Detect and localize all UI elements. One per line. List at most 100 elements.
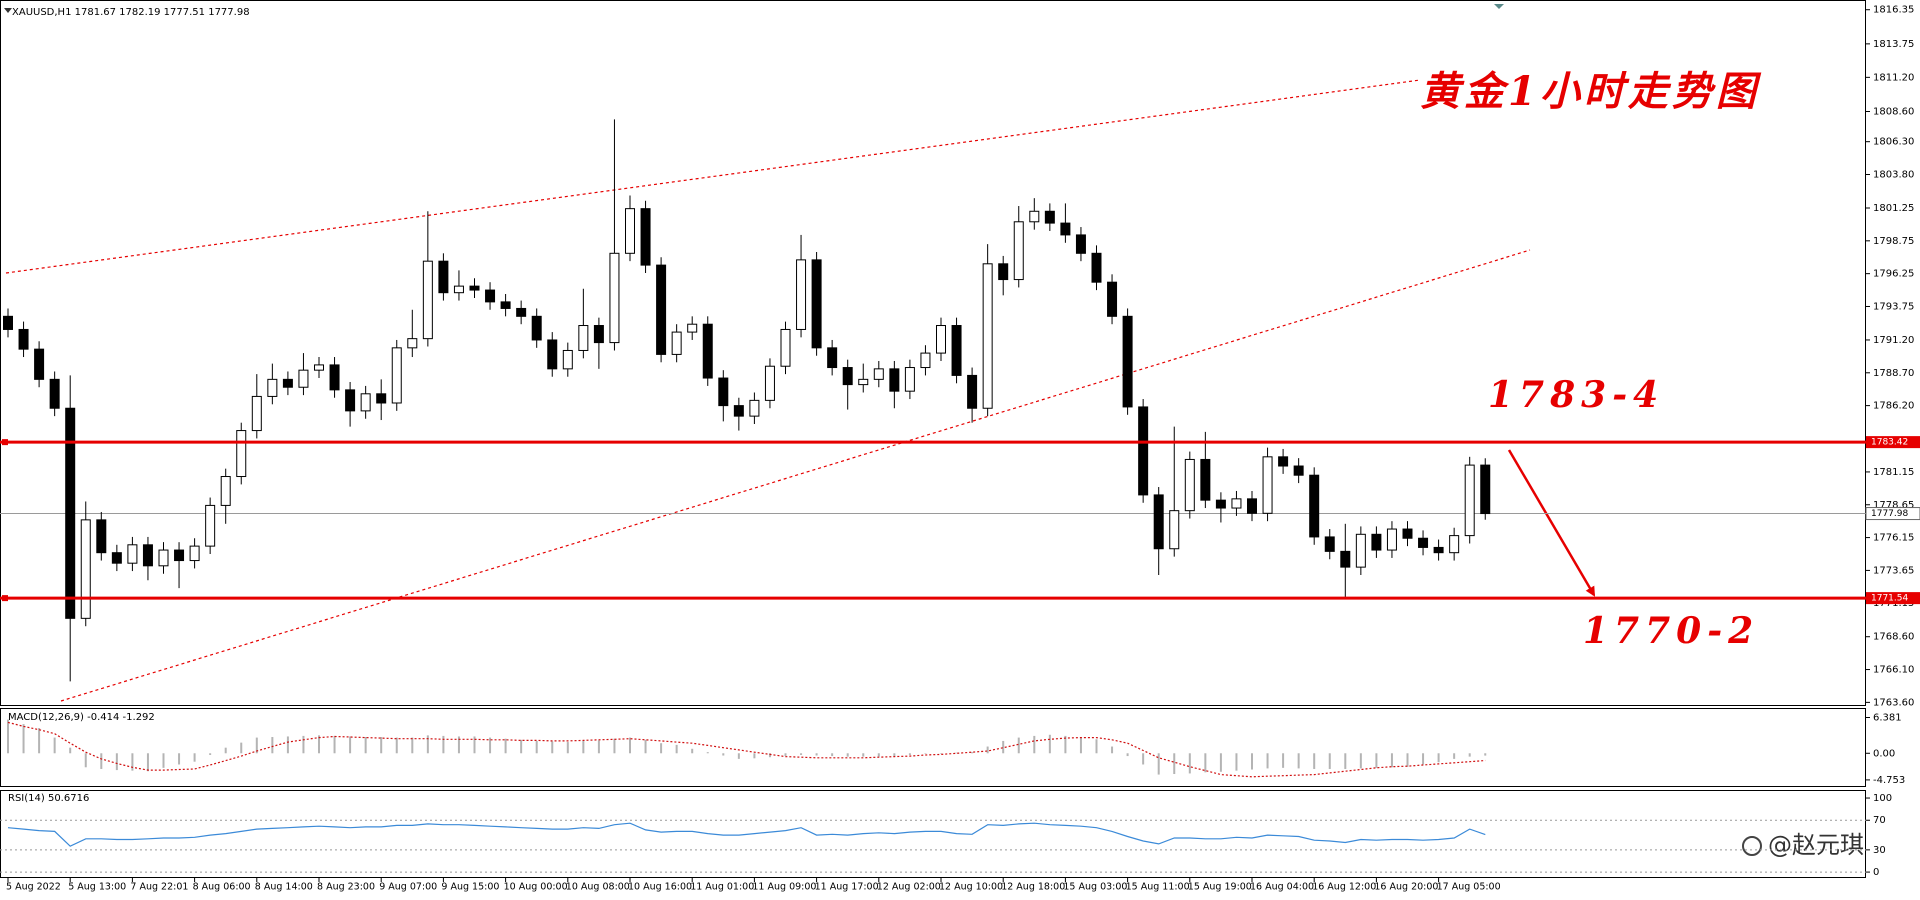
macd-bar <box>504 738 507 754</box>
macd-bar <box>38 728 41 754</box>
macd-bar <box>1095 739 1098 754</box>
macd-bar <box>831 753 834 757</box>
macd-bar <box>1297 753 1300 769</box>
macd-bar <box>7 719 9 754</box>
candle-body <box>360 393 371 412</box>
price-level-tag <box>1866 592 1920 605</box>
candle-body <box>438 260 449 294</box>
y-tick-label: 70 <box>1873 815 1886 826</box>
main-panel-frame <box>0 0 1866 706</box>
candle-body <box>205 504 216 547</box>
watermark: @赵元琪 <box>1742 831 1864 859</box>
x-tick-label: 9 Aug 07:00 <box>379 882 437 893</box>
macd-bar <box>302 735 305 754</box>
x-tick-label: 11 Aug 01:00 <box>690 882 754 893</box>
macd-bar <box>1313 753 1316 769</box>
macd-bar <box>675 744 678 754</box>
y-tick-label: 100 <box>1873 793 1892 804</box>
y-tick-label: 1796.25 <box>1873 269 1914 280</box>
x-tick-label: 10 Aug 16:00 <box>628 882 692 893</box>
x-tick-label: 8 Aug 23:00 <box>317 882 375 893</box>
macd-bar <box>940 753 942 754</box>
macd-bar <box>862 753 865 757</box>
candle-body <box>111 552 122 564</box>
macd-bar <box>924 753 927 754</box>
x-tick-label: 12 Aug 10:00 <box>939 882 1003 893</box>
macd-bar <box>893 753 896 757</box>
macd-bar <box>209 753 212 755</box>
macd-bar <box>69 747 72 754</box>
macd-bar <box>737 753 740 759</box>
trend-line-lower <box>60 249 1531 702</box>
macd-bar <box>364 737 367 754</box>
y-tick-label: 1778.65 <box>1873 500 1914 511</box>
candle-body <box>18 328 29 350</box>
y-tick-label: 1793.75 <box>1873 301 1914 312</box>
x-tick-label: 11 Aug 09:00 <box>752 882 816 893</box>
shift-marker <box>1494 4 1504 9</box>
candle-body <box>1060 222 1071 236</box>
candle-body <box>485 289 496 303</box>
symbol-menu-icon[interactable] <box>4 8 12 13</box>
macd-bar <box>318 735 320 754</box>
candle-body <box>314 364 324 371</box>
macd-bar <box>1344 753 1347 769</box>
macd-bar <box>1266 753 1269 769</box>
macd-bar <box>53 737 56 754</box>
macd-bar <box>1437 753 1440 763</box>
macd-bar <box>955 752 958 754</box>
macd-bar <box>582 740 585 754</box>
candle-body <box>811 259 822 349</box>
macd-bar <box>84 753 87 768</box>
x-tick-label: 9 Aug 15:00 <box>441 882 499 893</box>
candle-body <box>1262 456 1273 514</box>
price-level-tag <box>1866 436 1920 449</box>
macd-bar <box>613 738 616 754</box>
x-tick-label: 16 Aug 12:00 <box>1312 882 1376 893</box>
rsi-panel-frame <box>0 790 1866 878</box>
candle-body <box>1044 210 1055 224</box>
candle-body <box>282 378 293 388</box>
price-level-handle <box>2 595 8 602</box>
y-tick-label: 1763.60 <box>1873 697 1914 708</box>
macd-bar <box>1079 737 1082 754</box>
candle-body <box>1418 537 1429 548</box>
macd-bar <box>193 753 196 762</box>
trend-line-upper <box>5 79 1421 274</box>
x-tick-label: 15 Aug 11:00 <box>1126 882 1190 893</box>
candle-body <box>1122 315 1133 408</box>
macd-bar <box>271 737 274 754</box>
candle-body <box>1215 499 1226 509</box>
annotation: 1770-2 <box>1583 610 1759 652</box>
x-tick-label: 7 Aug 22:01 <box>130 882 188 893</box>
y-tick-label: 1766.10 <box>1873 665 1914 676</box>
candle-body <box>1355 533 1366 568</box>
macd-bar <box>1484 753 1487 756</box>
x-tick-label: 16 Aug 20:00 <box>1374 882 1438 893</box>
rsi-label: RSI(14) 50.6716 <box>8 793 89 804</box>
candle-body <box>578 325 589 351</box>
candle-body <box>1138 406 1149 496</box>
candle-body <box>780 328 791 367</box>
candle-body <box>593 325 604 344</box>
macd-bar <box>1328 753 1331 769</box>
macd-bar <box>1453 753 1456 759</box>
y-tick-label: 6.381 <box>1873 713 1902 724</box>
macd-signal <box>7 721 1486 778</box>
macd-bar <box>1251 753 1253 770</box>
macd-label: MACD(12,26,9) -0.414 -1.292 <box>8 712 155 723</box>
macd-bar <box>255 737 258 754</box>
candle-body <box>998 263 1009 281</box>
candle-body <box>827 347 838 369</box>
macd-bar <box>1142 753 1145 765</box>
macd-bar <box>131 753 134 771</box>
candle-body <box>1091 252 1102 283</box>
candle-body <box>1075 234 1086 254</box>
macd-bar <box>706 752 709 754</box>
candle-body <box>49 378 60 409</box>
macd-bar <box>815 753 818 756</box>
macd-bar <box>846 753 849 757</box>
y-tick-label: 0.00 <box>1873 748 1895 759</box>
candle-body <box>1153 494 1164 550</box>
